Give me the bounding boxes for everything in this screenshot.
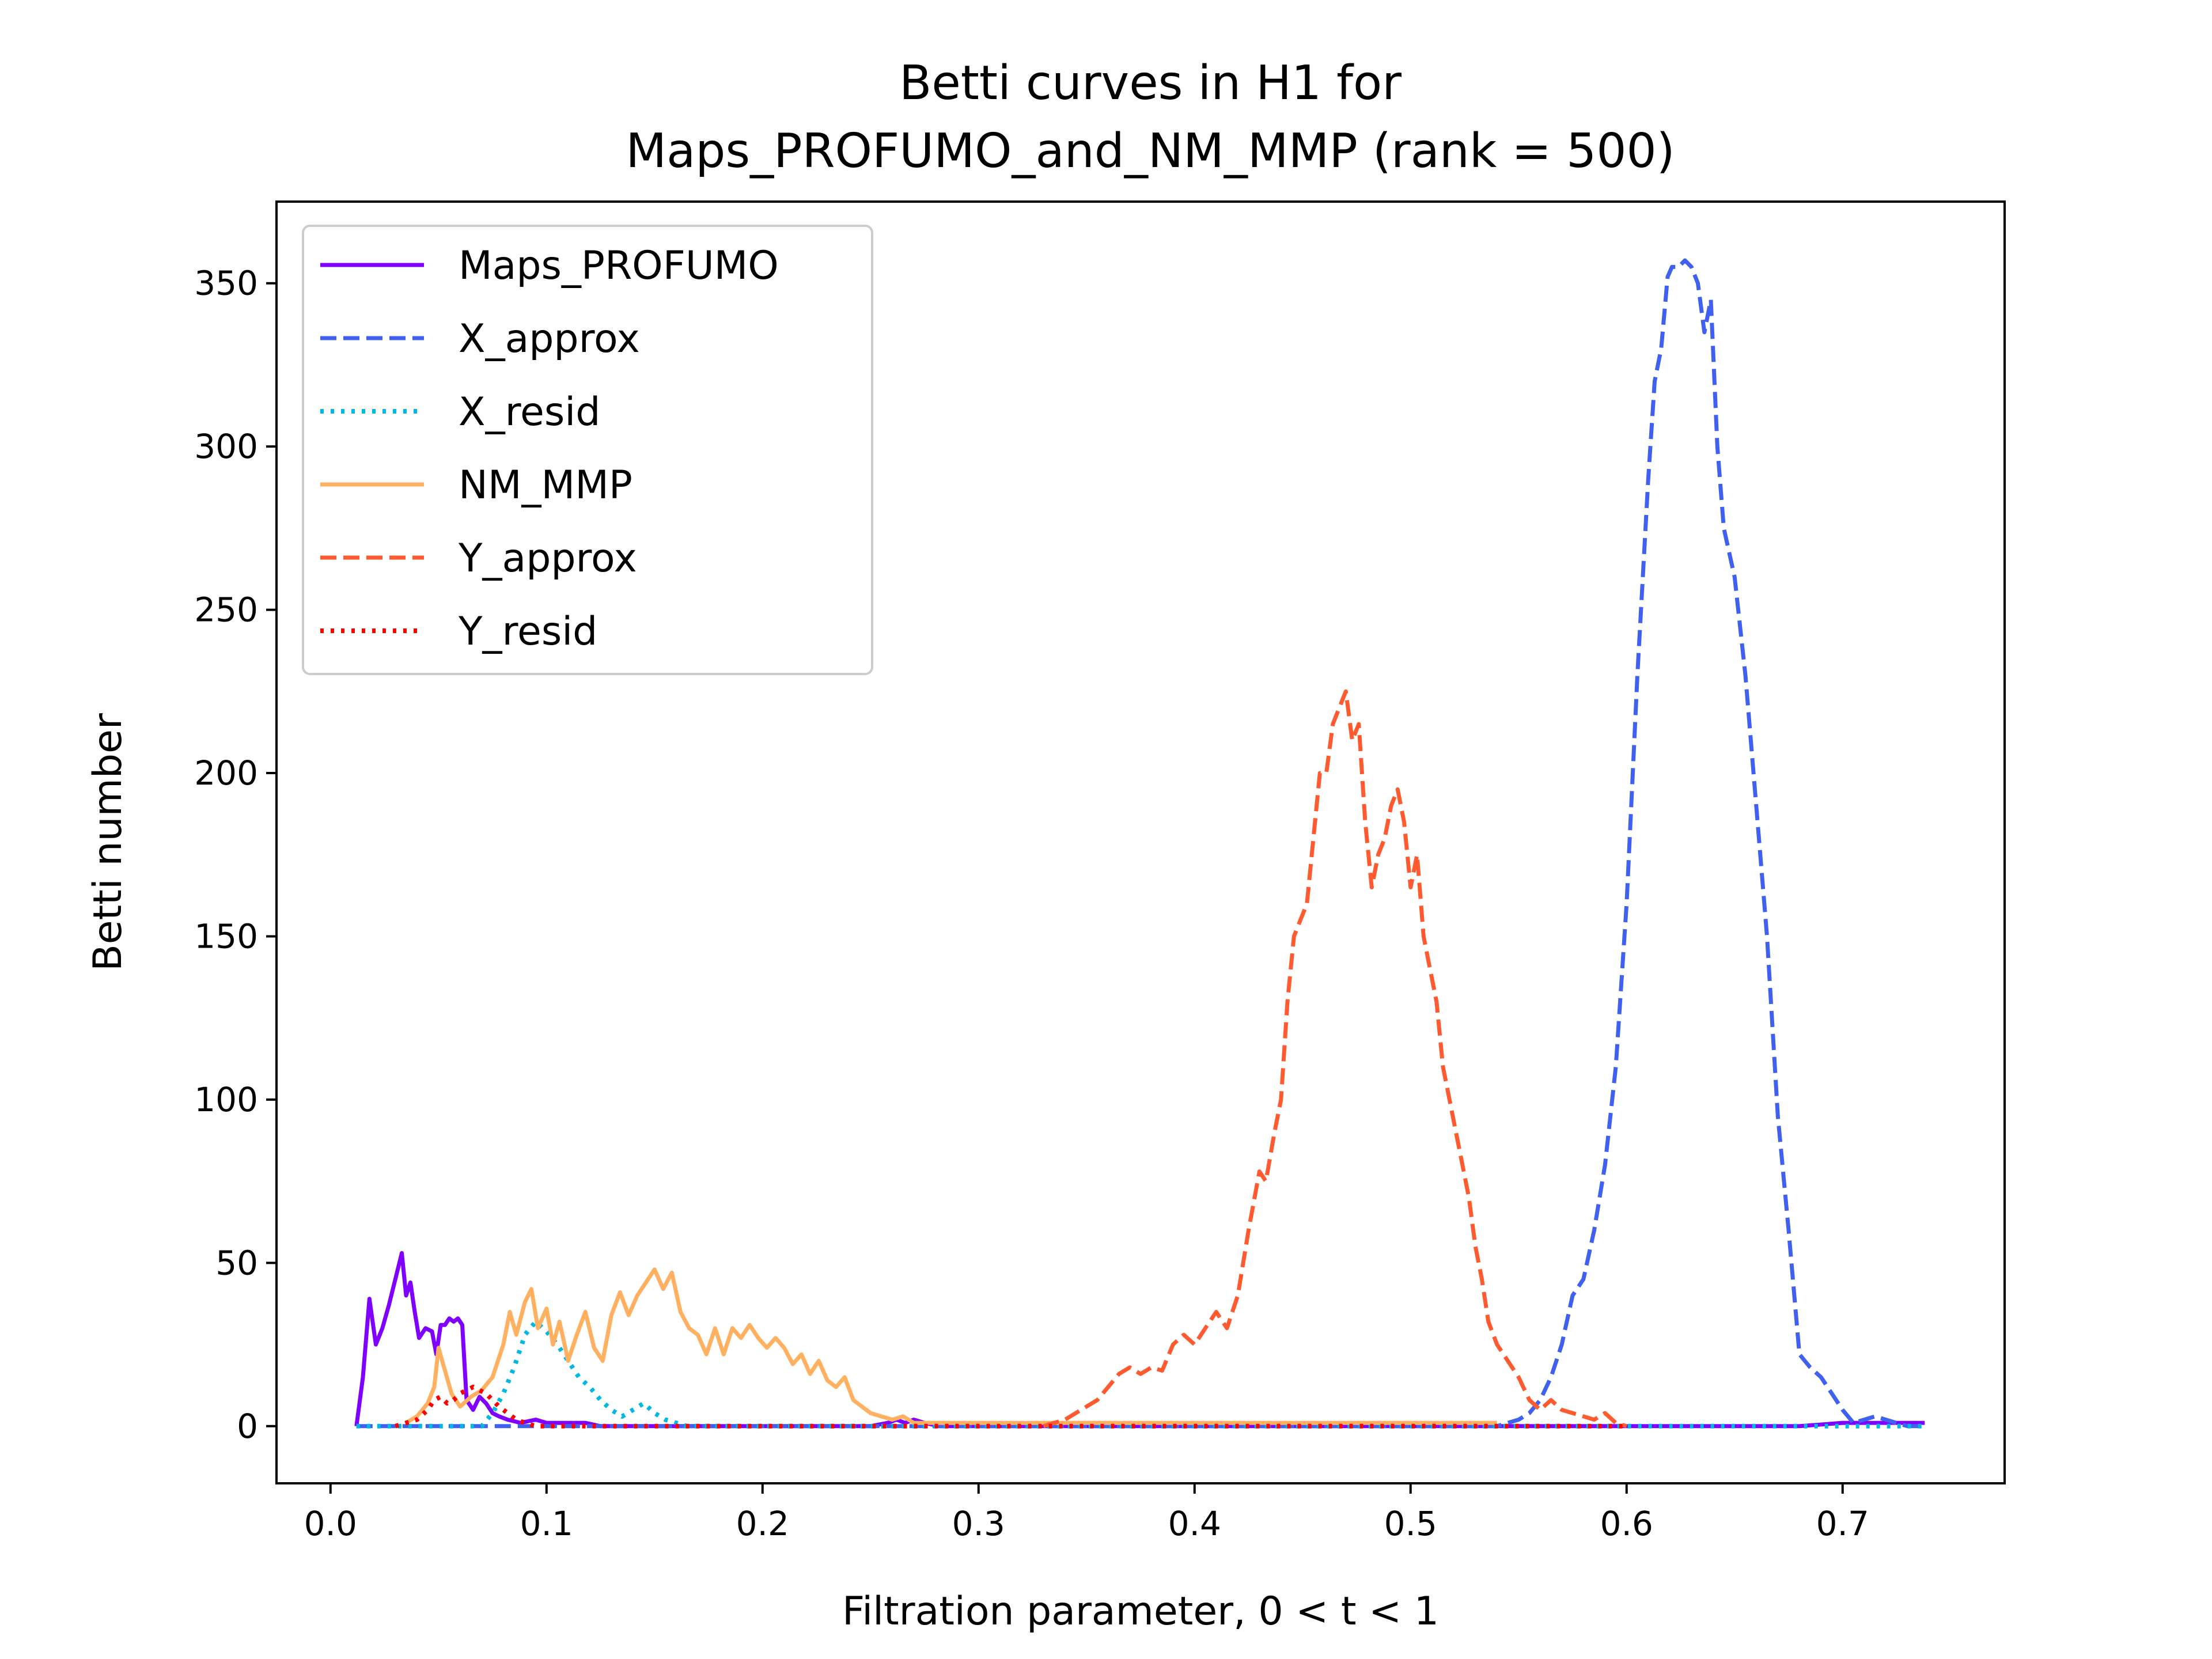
legend-label: Y_approx: [458, 536, 637, 581]
legend-box: [302, 225, 873, 675]
y-tick-label: 0: [237, 1407, 258, 1446]
x-tick-label: 0.5: [1384, 1504, 1437, 1543]
series-group: [354, 258, 1925, 1429]
legend-label: Maps_PROFUMO: [459, 243, 779, 289]
y-tick-label: 50: [215, 1243, 258, 1282]
chart-title-line-2: Maps_PROFUMO_and_NM_MMP (rank = 500): [626, 124, 1675, 179]
x-tick-label: 0.4: [1168, 1504, 1221, 1543]
x-tick-label: 0.7: [1816, 1504, 1869, 1543]
chart-title-line-1: Betti curves in H1 for: [899, 56, 1402, 111]
legend-label: X_resid: [459, 389, 600, 435]
legend-label: Y_resid: [458, 609, 597, 654]
legend-label: NM_MMP: [459, 463, 632, 508]
series-line-x-approx: [356, 258, 1925, 1429]
y-axis-label: Betti number: [85, 713, 131, 971]
y-tick-label: 250: [194, 590, 258, 630]
series-line-y-resid: [395, 1384, 1627, 1429]
plot-area: [354, 258, 1925, 1429]
series-line-y-approx: [1043, 689, 1627, 1429]
x-tick-label: 0.2: [736, 1504, 789, 1543]
legend: Maps_PROFUMO X_approx X_resid NM_MMP Y_appro…: [302, 225, 873, 675]
y-tick-label: 200: [194, 753, 258, 793]
y-tick-label: 350: [194, 264, 258, 303]
y-tick-label: 150: [194, 916, 258, 956]
y-axis: 0 50 100 150 200 250 300 350: [194, 264, 276, 1446]
x-axis-label: Filtration parameter, 0 < t < 1: [842, 1589, 1439, 1634]
x-axis: 0.0 0.1 0.2 0.3 0.4 0.5 0.6 0.7: [304, 1483, 1869, 1543]
series-line-nm-mmp: [405, 1267, 1497, 1425]
legend-label: X_approx: [459, 316, 640, 362]
x-tick-label: 0.3: [952, 1504, 1005, 1543]
y-tick-label: 100: [194, 1080, 258, 1119]
y-tick-label: 300: [194, 427, 258, 466]
x-tick-label: 0.0: [304, 1504, 357, 1543]
plot-frame: [275, 200, 2006, 1484]
x-tick-label: 0.1: [520, 1504, 573, 1543]
x-tick-label: 0.6: [1600, 1504, 1653, 1543]
